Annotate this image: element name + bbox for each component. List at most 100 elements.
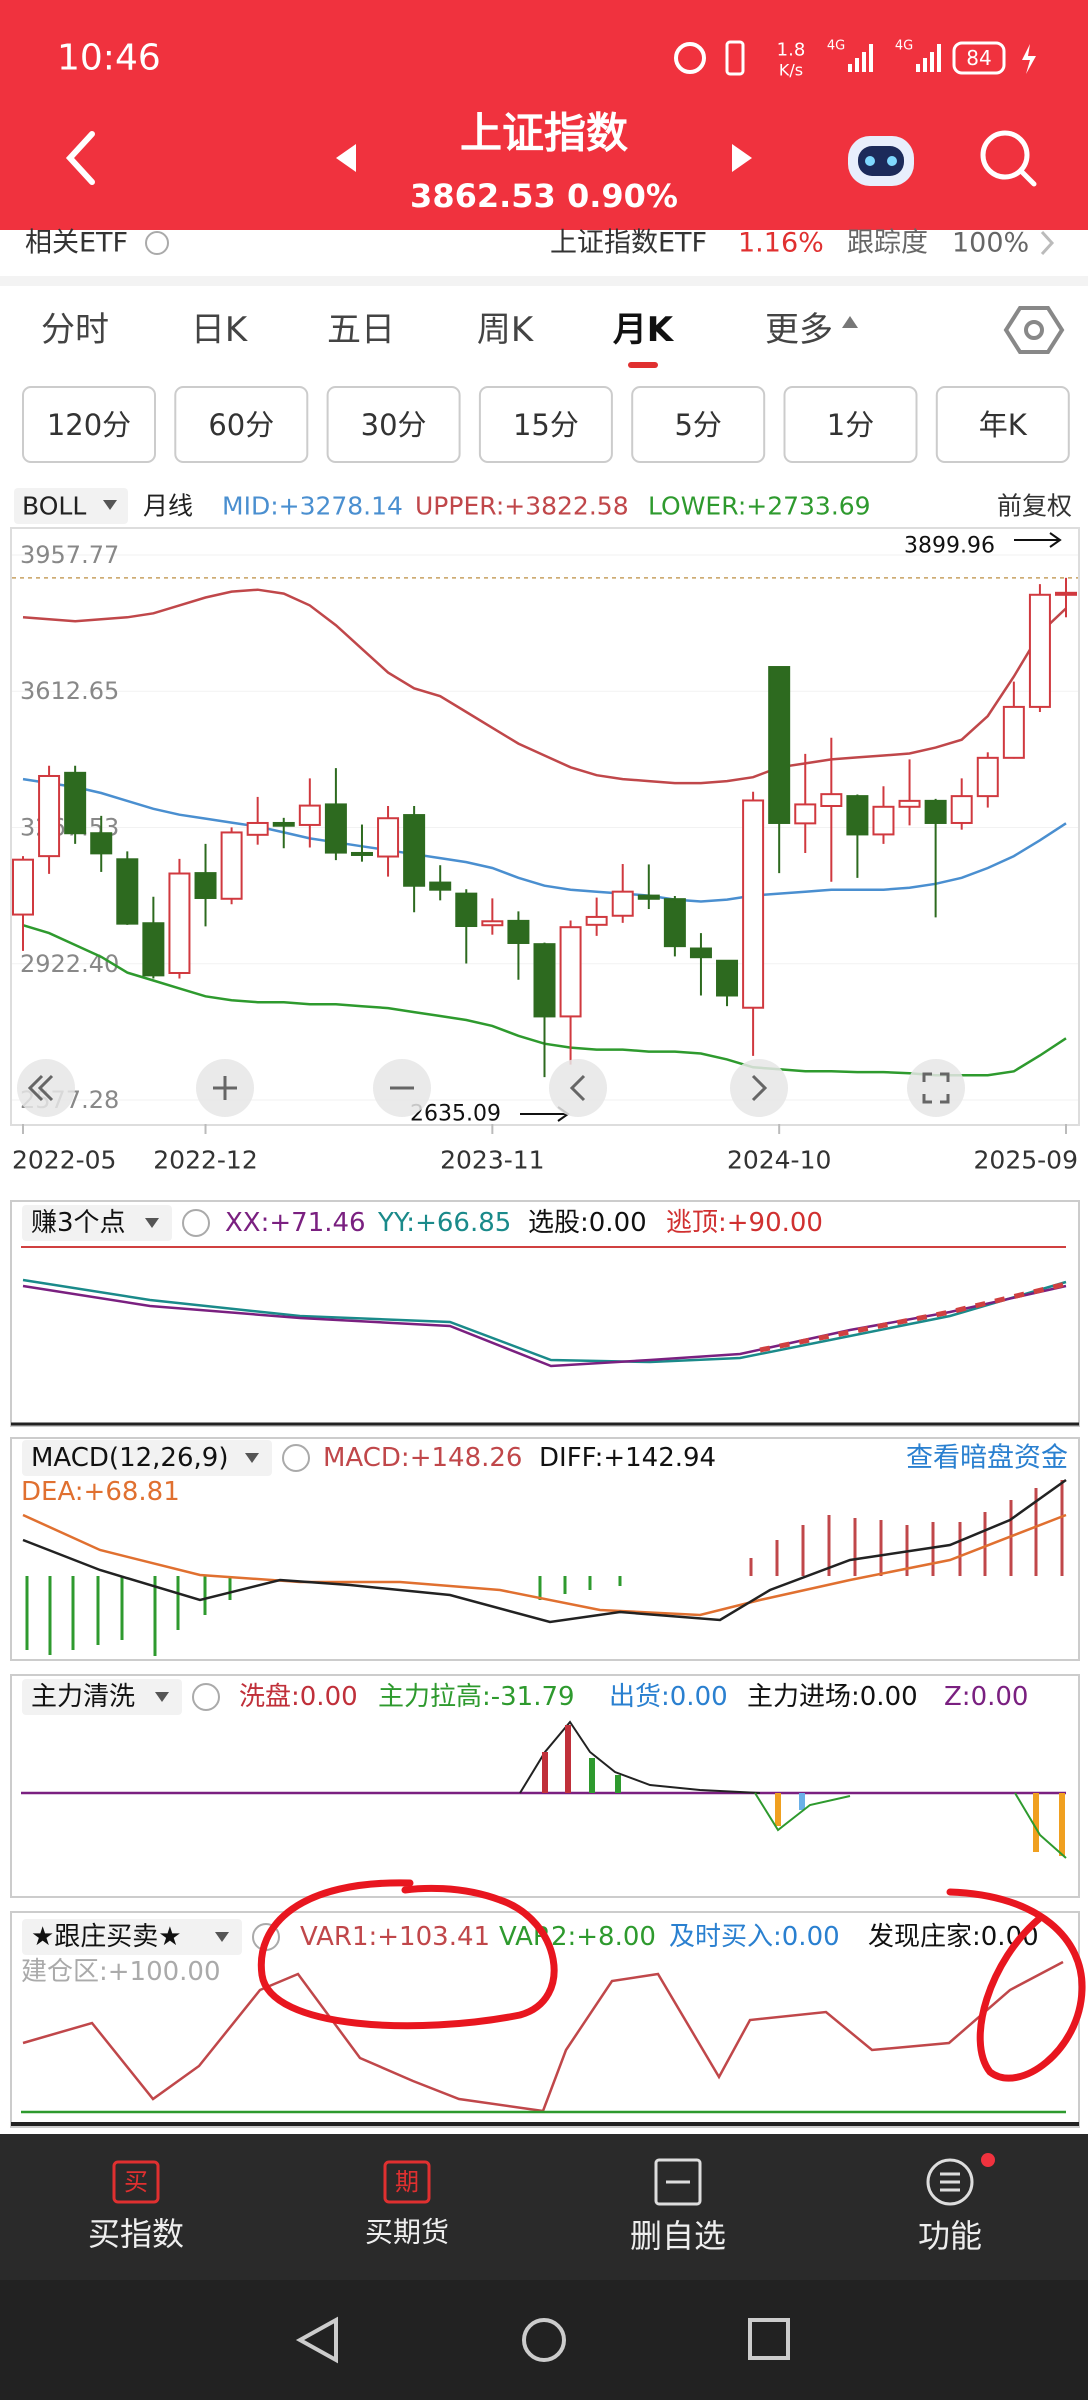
mid-line [22,777,1067,903]
dropdown-icon [155,1692,169,1702]
zoom-in-button[interactable] [196,1059,254,1117]
panel-name: 主力清洗 [31,1682,135,1712]
panel-item: VAR2:+8.00 [499,1922,656,1952]
panel-select[interactable] [22,1440,272,1476]
interval-button[interactable] [174,386,309,463]
y-tick-label: 2922.40 [20,950,119,978]
panel-item: Z:0.00 [944,1682,1028,1712]
tab[interactable]: 月K [613,310,675,350]
system-recent[interactable] [748,2318,790,2360]
clean-bars [542,1725,1065,1856]
interval-button[interactable] [326,386,461,463]
notification-dot [981,2153,995,2167]
system-back[interactable] [295,2316,338,2364]
battery: 84 [966,46,991,70]
interval-label: 15分 [513,408,579,442]
nav-label[interactable]: 买期货 [365,2216,449,2249]
divider [0,276,1088,286]
candle-body [1028,593,1051,708]
indicator-select[interactable] [14,488,128,524]
scroll-right-button[interactable] [730,1059,788,1117]
tab[interactable]: 分时 [41,310,109,350]
indicator-mid: MID:+3278.14 [222,492,403,521]
info-icon [192,1683,220,1711]
interval-button[interactable] [478,386,613,463]
candle-body [246,821,269,836]
candle-body [976,756,999,798]
chevron [1040,230,1055,256]
zoom-left-button[interactable] [17,1059,75,1117]
panel-item: 洗盘:0.00 [239,1682,358,1712]
alarm-icon [674,42,706,74]
candle-body [585,915,608,926]
interval-button[interactable] [783,386,918,463]
tab[interactable]: 日K [191,310,249,350]
tab[interactable]: 五日 [327,310,395,350]
panel-item: 出货:0.00 [609,1682,728,1712]
quote: 3862.53 0.90% [410,177,678,215]
upper-line [22,588,1067,785]
candle-body [846,795,869,836]
candle-body [350,851,373,856]
speed: 1.8 [777,40,806,61]
chart-buttons [17,1059,965,1117]
panel-item: XX:+71.46 [225,1208,366,1238]
macd-bars-negative [25,1576,622,1656]
candle-body [663,898,686,948]
candle-body [481,920,504,927]
interval-button[interactable] [935,386,1070,463]
nav-label[interactable]: 删自选 [630,2217,726,2255]
etf-name: 上证指数ETF [550,228,707,259]
panel-item: YY:+66.85 [377,1208,511,1238]
chart-frame [10,527,1080,1126]
back-button[interactable] [65,131,95,185]
candle-body [64,771,87,835]
next-button[interactable] [732,144,752,172]
y-tick-label: 3612.65 [20,677,119,705]
panel-item: 逃顶:+90.00 [666,1208,823,1238]
panel-item: 建仓区:+100.00 [21,1957,221,1987]
tab[interactable]: 周K [477,310,535,350]
fullscreen-button[interactable] [907,1059,965,1117]
system-nav-bg [0,2280,1088,2400]
adjust-label[interactable]: 前复权 [997,492,1072,521]
candle-body [507,919,530,944]
nav-label[interactable]: 买指数 [88,2215,184,2253]
search-button[interactable] [980,130,1037,187]
min-label: 2635.09 [410,1102,501,1127]
x-tick-label: 2025-09 [974,1146,1078,1175]
panel-name: ★跟庄买卖★ [31,1922,182,1952]
network: 4G [827,39,845,54]
header-bg [0,0,1088,230]
annotation-circle [946,1888,1086,2082]
interval-button[interactable] [631,386,766,463]
title: 上证指数 [460,109,628,158]
green-curve [754,1792,851,1832]
panel-select[interactable] [22,1679,182,1715]
panel-item: DEA:+68.81 [21,1477,180,1507]
robot-button[interactable] [848,136,914,186]
candle-body [324,803,347,854]
interval-button[interactable] [22,386,156,463]
scroll-left-button[interactable] [549,1059,607,1117]
candle-body [298,804,321,826]
nav-label[interactable]: 功能 [918,2217,982,2255]
panel-select[interactable] [22,1205,172,1241]
zoom-out-button[interactable] [373,1059,431,1117]
macd-bars-positive [749,1480,1064,1576]
tab[interactable]: 更多 [765,310,833,350]
info-icon [282,1444,310,1472]
candle-body [12,858,34,916]
indicator-lower: LOWER:+2733.69 [648,492,871,521]
panel-link[interactable]: 查看暗盘资金 [906,1443,1068,1474]
x-tick-label: 2022-12 [153,1146,257,1175]
dea-line [22,1513,1067,1617]
candle-body [272,821,295,827]
settings-button[interactable] [1003,306,1065,354]
prev-button[interactable] [336,144,356,172]
system-home[interactable] [522,2318,566,2362]
panel-select[interactable] [22,1919,242,1955]
tracking-label: 跟踪度 [847,228,928,259]
interval-label: 5分 [674,408,721,442]
